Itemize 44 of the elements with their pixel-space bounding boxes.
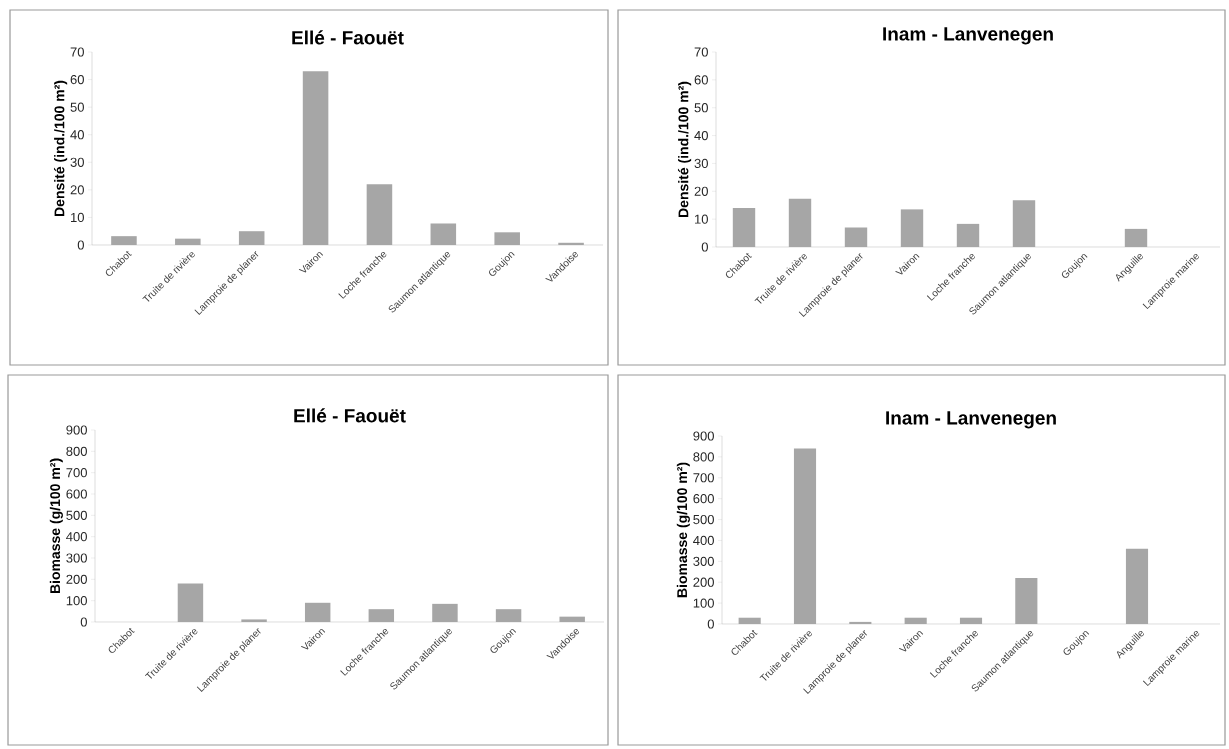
- y-tick-label: 50: [70, 102, 84, 112]
- y-tick-label: 300: [66, 553, 87, 563]
- y-tick-label: 20: [70, 185, 84, 195]
- y-tick-label: 100: [693, 598, 714, 608]
- y-tick-label: 800: [66, 446, 87, 456]
- y-tick-label: 40: [70, 130, 84, 140]
- y-tick-label: 600: [693, 494, 714, 504]
- y-tick-label: 300: [693, 556, 714, 566]
- y-tick-label: 10: [695, 214, 708, 224]
- y-tick-label: 0: [701, 242, 708, 252]
- y-tick-label: 100: [66, 596, 87, 606]
- y-tick-label: 700: [66, 468, 87, 478]
- y-tick-label: 0: [707, 619, 714, 629]
- y-tick-label: 700: [693, 473, 714, 483]
- chart-title: Ellé - Faouët: [294, 408, 406, 423]
- y-tick-label: 400: [66, 532, 87, 542]
- y-tick-label: 30: [694, 158, 708, 169]
- y-tick-label: 200: [66, 574, 87, 584]
- y-tick-label: 900: [693, 431, 714, 441]
- y-axis-title: Densité (ind./100 m²): [677, 81, 692, 218]
- y-tick-label: 0: [80, 617, 87, 627]
- y-axis-title: Biomasse (g/100 m²): [49, 458, 63, 594]
- chart-title: Ellé - Faouët: [292, 30, 404, 45]
- y-tick-label: 10: [71, 212, 84, 223]
- y-tick-label: 70: [694, 47, 708, 57]
- y-tick-label: 0: [77, 240, 84, 250]
- y-tick-label: 60: [70, 74, 84, 85]
- y-tick-label: 500: [693, 514, 714, 525]
- y-tick-label: 40: [694, 130, 708, 141]
- y-tick-label: 60: [694, 75, 708, 85]
- y-axis-title: Densité (ind./100 m²): [53, 80, 68, 217]
- y-axis-title: Biomasse (g/100 m²): [676, 462, 690, 598]
- y-tick-label: 500: [66, 510, 87, 520]
- y-tick-label: 600: [66, 489, 87, 499]
- y-tick-label: 30: [70, 157, 84, 167]
- y-tick-label: 200: [693, 577, 714, 587]
- y-tick-label: 800: [693, 452, 714, 462]
- chart-title: Inam - Lanvenegen: [886, 411, 1056, 429]
- y-tick-label: 20: [694, 186, 708, 196]
- chart-title: Inam - Lanvenegen: [883, 27, 1053, 45]
- y-tick-label: 900: [66, 425, 87, 435]
- y-tick-label: 400: [693, 535, 714, 546]
- y-tick-label: 50: [694, 103, 708, 113]
- y-tick-label: 70: [70, 47, 84, 57]
